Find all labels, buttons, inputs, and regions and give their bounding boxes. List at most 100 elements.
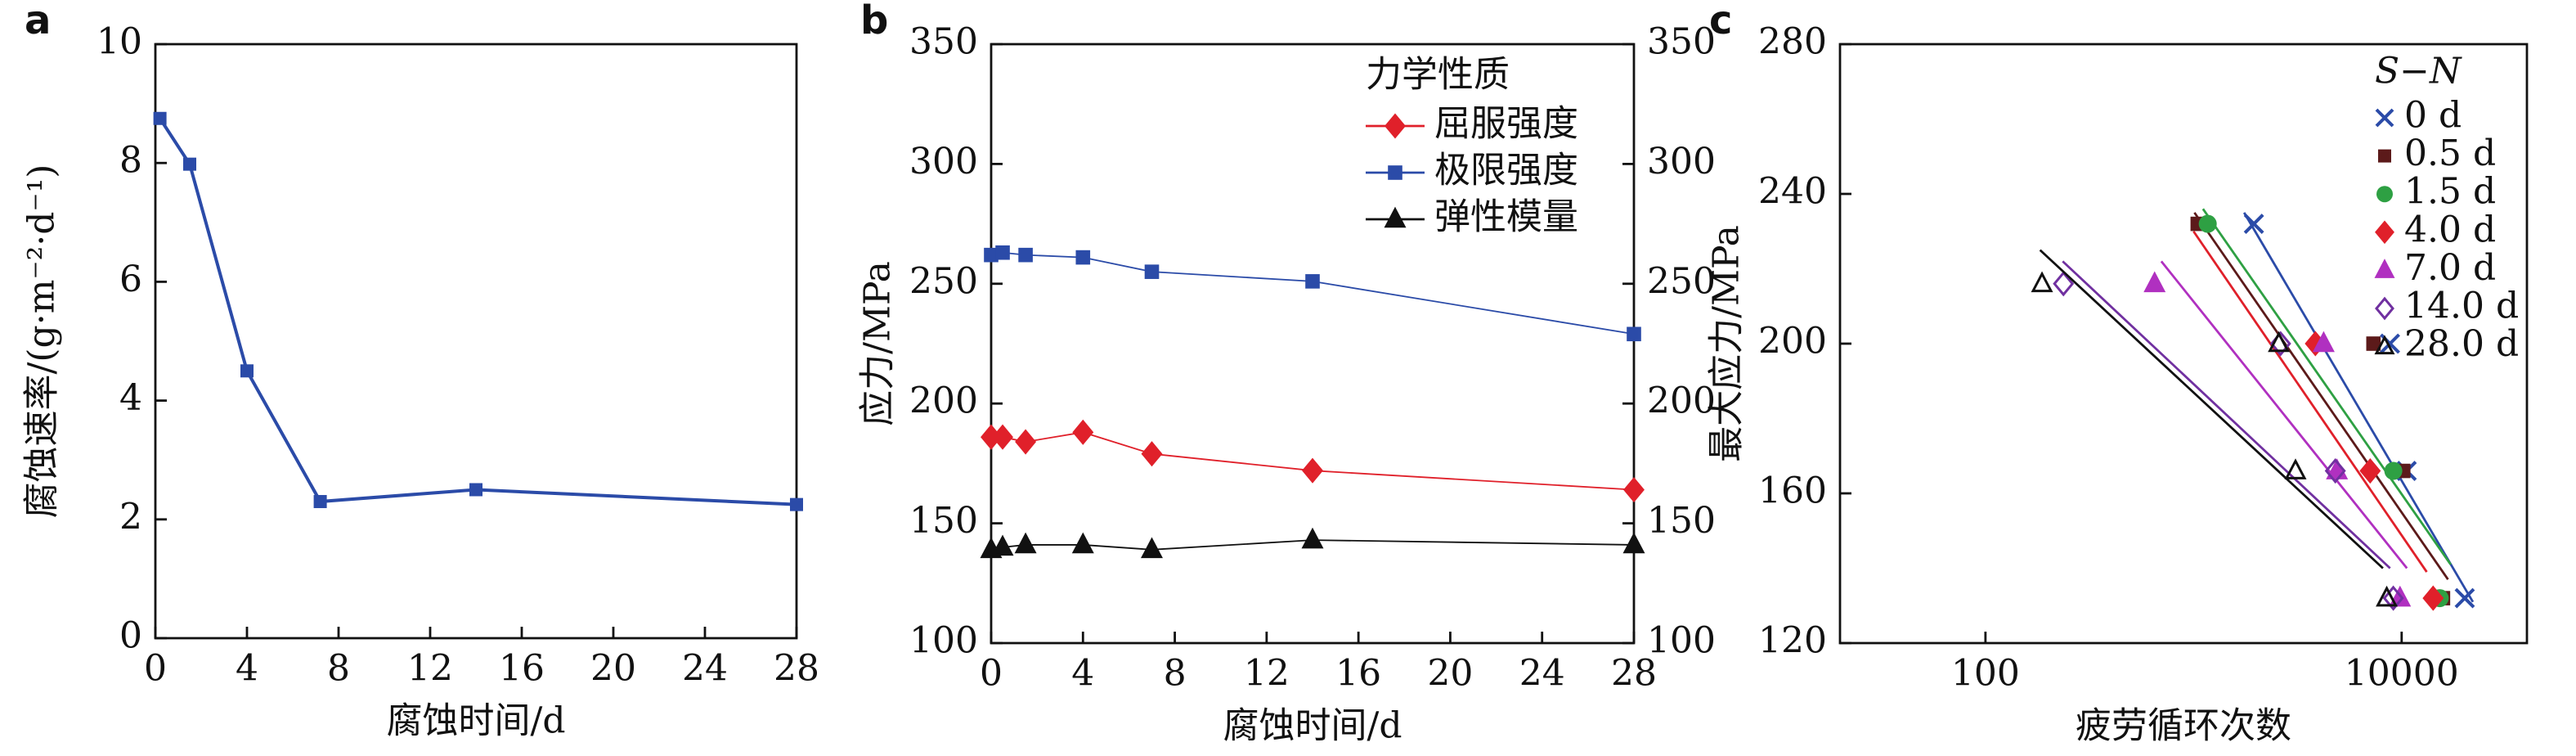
marker [984, 247, 999, 263]
marker [1141, 441, 1163, 467]
y-tick-label: 350 [909, 21, 978, 63]
marker [1014, 532, 1037, 554]
fit-line [2039, 249, 2384, 569]
x-axis-label: 腐蚀时间/d [387, 700, 566, 742]
legend-title: S−N [2375, 51, 2462, 92]
y-tick-label: 160 [1758, 470, 1827, 512]
x-tick-label: 12 [407, 648, 453, 690]
marker [1141, 537, 1163, 559]
y-tick-label: 10 [96, 21, 142, 63]
fit-line [2192, 230, 2428, 573]
marker [2243, 214, 2264, 235]
fit-line [2062, 260, 2391, 569]
y2-tick-label: 150 [1647, 500, 1716, 542]
y-tick-label: 6 [119, 259, 142, 300]
legend-label: 0.5 d [2404, 133, 2496, 174]
frame [990, 43, 1636, 645]
legend-label: 弹性模量 [1434, 196, 1578, 238]
x-axis-label: 腐蚀时间/d [1223, 705, 1402, 747]
x-tick-label: 28 [774, 648, 819, 690]
marker [1018, 247, 1033, 263]
marker [1305, 274, 1320, 289]
legend-label: 7.0 d [2404, 247, 2496, 289]
series-line [158, 117, 797, 506]
legend-marker [2376, 186, 2393, 203]
marker [2366, 336, 2381, 351]
y-tick-label: 0 [119, 615, 142, 657]
y2-tick-label: 100 [1647, 620, 1716, 662]
marker [1301, 527, 1324, 549]
y-axis-label: 腐蚀速率/(g·m⁻²·d⁻¹) [21, 164, 63, 519]
marker [790, 497, 803, 511]
marker [1622, 532, 1645, 554]
x-axis-label: 疲劳循环次数 [2076, 705, 2291, 747]
y-tick-label: 250 [909, 260, 978, 302]
marker [1071, 532, 1094, 554]
x-tick-label: 4 [236, 648, 258, 690]
marker [2198, 214, 2217, 233]
marker [2382, 585, 2404, 611]
marker [1015, 429, 1037, 455]
x-tick-label: 12 [1244, 653, 1290, 695]
marker [1627, 326, 1641, 342]
y-tick-label: 280 [1758, 21, 1827, 63]
legend-label: 4.0 d [2404, 209, 2496, 250]
series-line [990, 251, 1635, 335]
fit-line [2193, 212, 2449, 581]
marker [2422, 585, 2444, 611]
y-tick-label: 100 [909, 620, 978, 662]
x-tick-label: 20 [1427, 653, 1473, 695]
y-tick-label: 2 [119, 496, 142, 538]
marker [2031, 271, 2053, 293]
fit-line [2160, 260, 2408, 569]
marker [2268, 331, 2291, 353]
legend-label: 1.5 d [2404, 171, 2496, 213]
fit-line [2201, 208, 2452, 565]
marker [2384, 461, 2403, 480]
x-tick-label: 16 [1335, 653, 1381, 695]
legend-label: 0 d [2404, 95, 2462, 137]
x-tick-label: 100 [1951, 653, 2020, 695]
y-tick-label: 120 [1758, 620, 1827, 662]
frame [154, 43, 798, 640]
y-tick-label: 300 [909, 141, 978, 182]
legend-marker [1388, 165, 1402, 180]
y-tick-label: 240 [1758, 171, 1827, 213]
y2-tick-label: 250 [1647, 260, 1716, 302]
y2-tick-label: 350 [1647, 21, 1716, 63]
x-tick-label: 10000 [2345, 653, 2459, 695]
marker [1144, 264, 1160, 279]
marker [2284, 458, 2307, 479]
legend-title: 力学性质 [1366, 54, 1510, 96]
y-axis-label: 最大应力/MPa [1706, 225, 1748, 462]
marker [2053, 271, 2075, 297]
legend-marker [1384, 113, 1406, 139]
y-axis-label: 应力/MPa [857, 261, 899, 426]
marker [2359, 458, 2381, 484]
marker [1075, 250, 1091, 265]
y-tick-label: 4 [119, 377, 142, 419]
legend-marker [2374, 335, 2395, 355]
panel-label: b [860, 0, 888, 43]
marker [2324, 458, 2346, 484]
legend-label: 极限强度 [1434, 150, 1578, 191]
y2-tick-label: 200 [1647, 380, 1716, 422]
panel-label: c [1709, 0, 1732, 43]
x-tick-label: 24 [682, 648, 728, 690]
x-tick-label: 16 [499, 648, 545, 690]
x-tick-label: 4 [1071, 653, 1094, 695]
y-tick-label: 150 [909, 500, 978, 542]
x-tick-label: 0 [144, 648, 167, 690]
legend-label: 屈服强度 [1434, 103, 1578, 145]
marker [2312, 331, 2335, 353]
marker [992, 424, 1013, 450]
legend-marker [2374, 259, 2395, 278]
x-tick-label: 24 [1519, 653, 1565, 695]
marker [991, 534, 1014, 556]
marker [2376, 585, 2399, 607]
x-tick-label: 8 [327, 648, 350, 690]
marker [469, 483, 482, 497]
marker [2454, 587, 2475, 609]
legend-label: 28.0 d [2404, 323, 2519, 365]
